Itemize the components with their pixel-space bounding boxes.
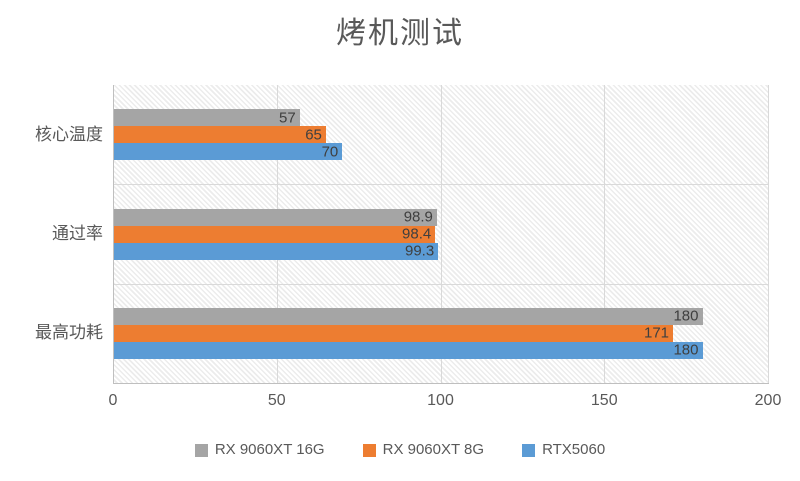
legend-item-1[interactable]: RX 9060XT 16G	[194, 440, 325, 460]
x-tick-label: 100	[427, 392, 454, 409]
bar-1-3: 180	[113, 307, 703, 325]
gridline-vertical	[440, 85, 442, 383]
category-axis-labels: 核心温度通过率最高功耗	[0, 0, 103, 481]
legend-label: RX 9060XT 8G	[382, 441, 485, 458]
gridline-vertical	[768, 85, 769, 383]
x-tick-label: 200	[754, 392, 782, 409]
plot-area: 57 65 70 98.9 98.4 99.3 180 171 180	[113, 85, 769, 383]
bar-2-3: 171	[113, 324, 674, 342]
bar-value-label: 171	[643, 324, 670, 342]
bar-1-1: 57	[113, 109, 300, 127]
category-label: 核心温度	[35, 124, 103, 144]
x-axis-line	[113, 383, 769, 384]
legend-swatch-icon	[194, 443, 208, 457]
bar-value-label: 70	[321, 143, 339, 161]
x-tick-label: 50	[267, 392, 286, 409]
gridline-horizontal	[113, 184, 768, 186]
chart-legend: RX 9060XT 16G RX 9060XT 8G RTX5060	[0, 440, 800, 460]
bar-3-3: 180	[113, 341, 703, 359]
category-label: 最高功耗	[35, 323, 103, 343]
legend-swatch-icon	[522, 443, 536, 457]
y-axis-line	[113, 85, 114, 384]
bar-value-label: 98.9	[403, 208, 433, 226]
bar-value-label: 57	[278, 109, 296, 127]
category-label: 通过率	[52, 224, 103, 243]
gridline-vertical	[604, 85, 606, 383]
chart-title: 烤机测试	[336, 17, 464, 50]
bar-2-2: 98.4	[113, 225, 436, 243]
x-tick-label: 150	[590, 392, 618, 409]
bar-1-2: 98.9	[113, 208, 437, 226]
bar-value-label: 180	[673, 307, 699, 325]
bar-3-1: 70	[113, 143, 343, 161]
legend-swatch-icon	[362, 443, 376, 457]
legend-item-2[interactable]: RX 9060XT 8G	[362, 440, 485, 460]
bar-value-label: 65	[305, 126, 322, 144]
legend-item-3[interactable]: RTX5060	[522, 440, 605, 460]
legend-label: RTX5060	[542, 441, 606, 458]
x-axis-tick-labels: 0 50 100 150 200	[0, 390, 800, 414]
bar-value-label: 98.4	[402, 225, 432, 243]
bar-value-label: 180	[673, 341, 699, 359]
x-tick-label: 0	[108, 392, 118, 409]
legend-label: RX 9060XT 16G	[214, 441, 325, 458]
gridline-horizontal	[113, 283, 768, 285]
bar-2-1: 65	[113, 126, 326, 144]
bar-3-2: 99.3	[113, 242, 439, 260]
bar-value-label: 99.3	[405, 242, 435, 260]
